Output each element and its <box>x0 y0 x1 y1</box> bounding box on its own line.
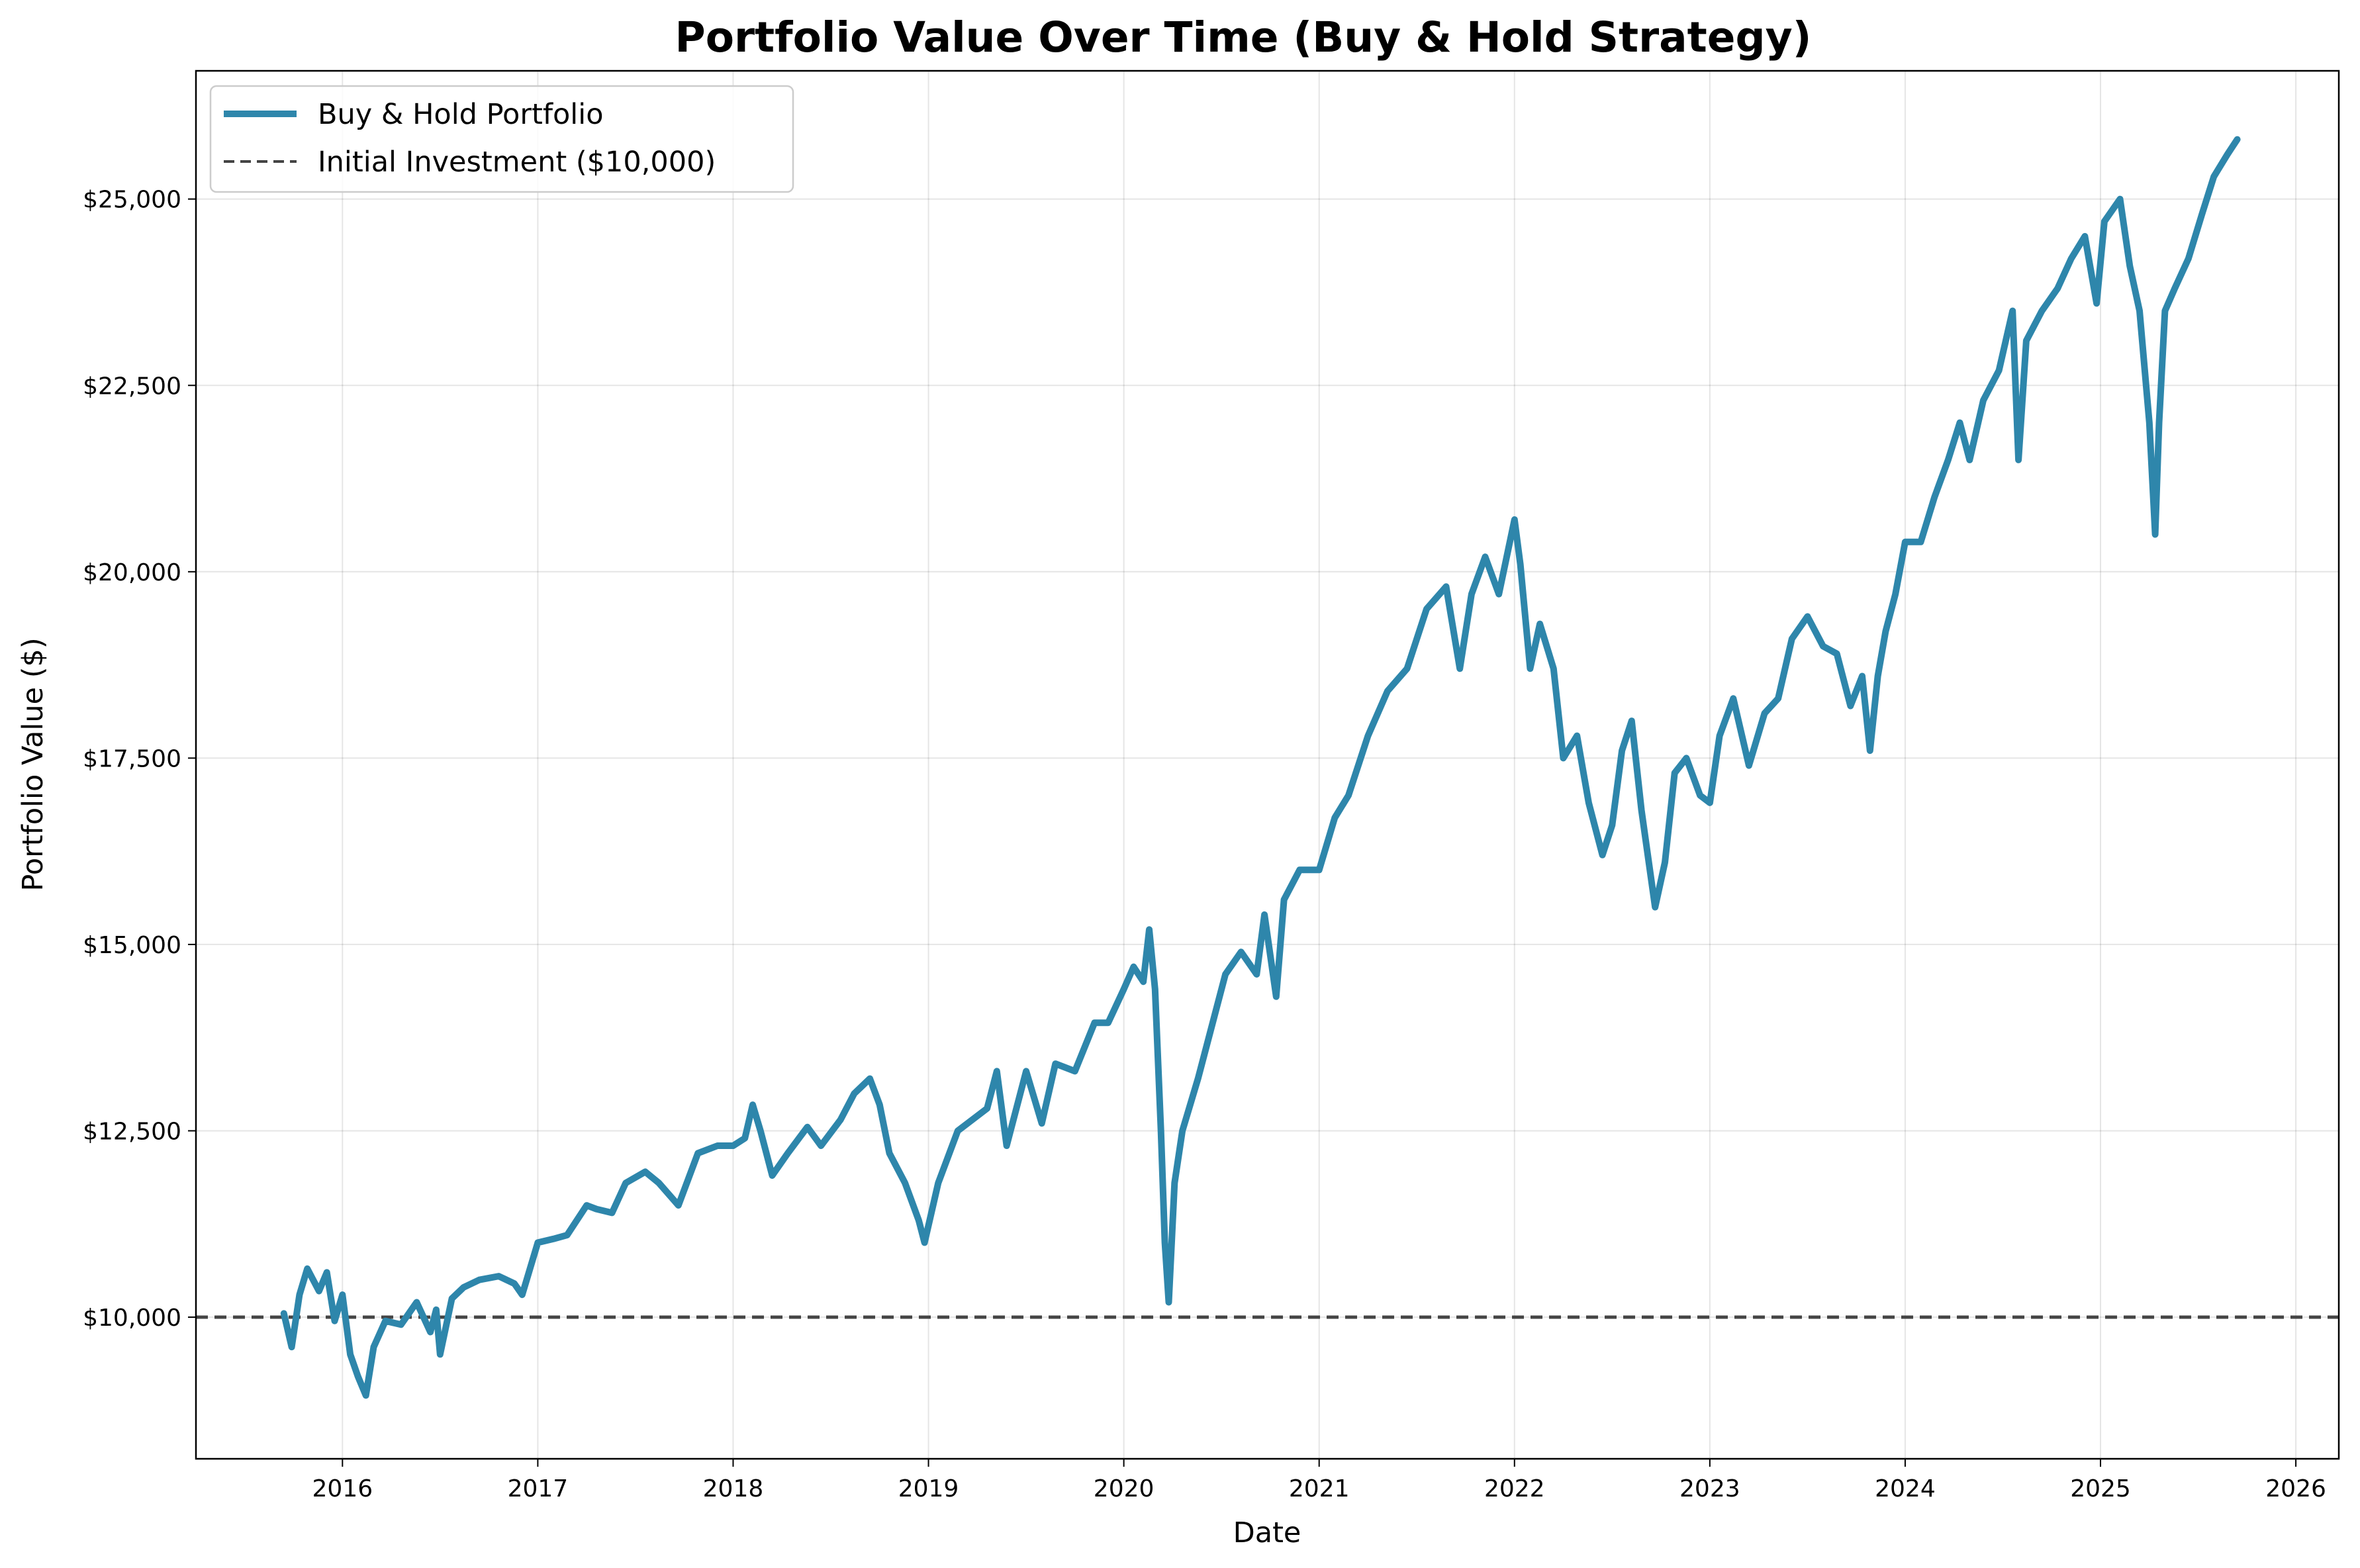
x-tick-label: 2021 <box>1289 1475 1350 1502</box>
y-tick-label: $17,500 <box>83 745 181 772</box>
legend-label-portfolio: Buy & Hold Portfolio <box>318 98 604 131</box>
x-tick-label: 2018 <box>703 1475 764 1502</box>
x-tick-label: 2022 <box>1484 1475 1545 1502</box>
y-tick-label: $15,000 <box>83 932 181 959</box>
y-tick-label: $10,000 <box>83 1305 181 1332</box>
x-axis: 2016 2017 2018 2019 2020 2021 2022 2023 2024 2025… <box>312 1459 2326 1502</box>
x-tick-label: 2024 <box>1875 1475 1936 1502</box>
x-tick-label: 2019 <box>898 1475 959 1502</box>
y-tick-label: $25,000 <box>83 187 181 214</box>
x-tick-label: 2017 <box>508 1475 569 1502</box>
legend: Buy & Hold Portfolio Initial Investment … <box>209 85 794 193</box>
plot-frame <box>195 69 2340 1460</box>
y-tick-label: $22,500 <box>83 373 181 400</box>
x-tick-label: 2026 <box>2265 1475 2326 1502</box>
legend-label-initial-investment: Initial Investment ($10,000) <box>318 146 716 179</box>
portfolio-line <box>280 136 2241 1399</box>
y-axis-label: Portfolio Value ($) <box>17 637 50 891</box>
x-tick-label: 2025 <box>2070 1475 2131 1502</box>
chart-title: Portfolio Value Over Time (Buy & Hold St… <box>675 13 1812 62</box>
y-tick-label: $20,000 <box>83 559 181 586</box>
portfolio-series-line <box>280 136 2241 1399</box>
y-axis: $10,000 $12,500 $15,000 $17,500 $20,000 $22,5… <box>83 187 196 1332</box>
x-tick-label: 2023 <box>1679 1475 1740 1502</box>
x-tick-label: 2016 <box>312 1475 373 1502</box>
x-axis-label: Date <box>1233 1516 1301 1549</box>
y-tick-label: $12,500 <box>83 1118 181 1145</box>
legend-box <box>209 85 794 193</box>
x-tick-label: 2020 <box>1094 1475 1155 1502</box>
